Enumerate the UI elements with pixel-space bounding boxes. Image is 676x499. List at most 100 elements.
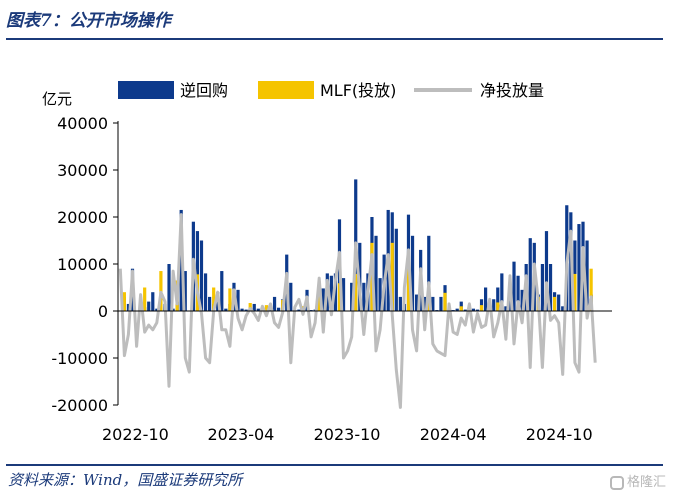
x-tick-label: 2023-10 bbox=[314, 425, 381, 444]
reverse-repo-bar bbox=[297, 309, 301, 311]
mlf-bar bbox=[443, 292, 447, 311]
mlf-bar bbox=[264, 305, 269, 311]
legend-label: 净投放量 bbox=[480, 81, 544, 100]
reverse-repo-bar bbox=[561, 306, 565, 311]
reverse-repo-bar bbox=[415, 294, 419, 311]
reverse-repo-bar bbox=[508, 299, 512, 311]
reverse-repo-bar bbox=[512, 261, 516, 311]
y-tick-label: -20000 bbox=[51, 396, 108, 415]
reverse-repo-bar bbox=[147, 301, 151, 311]
x-tick-label: 2024-10 bbox=[526, 425, 593, 444]
reverse-repo-bar bbox=[504, 306, 508, 311]
reverse-repo-bar bbox=[321, 288, 325, 311]
legend-reverse-repo: 逆回购 bbox=[118, 81, 228, 100]
mlf-bar bbox=[122, 292, 126, 311]
reverse-repo-bar bbox=[362, 282, 366, 311]
mlf-bar bbox=[143, 287, 147, 311]
reverse-repo-bar bbox=[463, 309, 467, 311]
reverse-repo-bar bbox=[544, 231, 549, 311]
reverse-repo-bar bbox=[272, 296, 277, 311]
reverse-repo-bar bbox=[516, 275, 520, 311]
footer-divider bbox=[6, 464, 663, 466]
reverse-repo-bar bbox=[577, 224, 581, 311]
reverse-repo-bar bbox=[496, 287, 500, 311]
reverse-repo-bar bbox=[520, 289, 524, 311]
reverse-repo-bar bbox=[410, 235, 415, 311]
watermark-text: 格隆汇 bbox=[626, 475, 666, 490]
reverse-repo-bar bbox=[484, 287, 488, 311]
reverse-repo-bar bbox=[167, 264, 171, 311]
reverse-repo-bar bbox=[585, 240, 589, 311]
reverse-repo-bar bbox=[378, 278, 382, 311]
reverse-repo-bar bbox=[394, 228, 398, 311]
mlf-bar bbox=[248, 303, 252, 311]
legend-net-injection: 净投放量 bbox=[414, 81, 544, 100]
mlf-bar bbox=[228, 288, 232, 311]
y-tick-label: -10000 bbox=[51, 349, 108, 368]
reverse-repo-bar bbox=[423, 296, 427, 311]
reverse-repo-bar bbox=[183, 271, 187, 311]
reverse-repo-bar bbox=[244, 309, 248, 311]
x-tick-label: 2024-04 bbox=[420, 425, 487, 444]
reverse-repo-bar bbox=[277, 307, 281, 311]
net-injection-line bbox=[118, 213, 597, 409]
x-axis: 2022-10 2023-04 2023-10 2024-04 2024-10 bbox=[102, 425, 593, 444]
reverse-repo-bar bbox=[557, 294, 561, 311]
legend: 逆回购 MLF(投放) 净投放量 bbox=[118, 81, 544, 100]
legend-label: MLF(投放) bbox=[320, 81, 396, 100]
mlf-bar bbox=[589, 268, 593, 311]
y-tick-label: 30000 bbox=[57, 161, 108, 180]
open-market-chart: 逆回购 MLF(投放) 净投放量 亿元 -20000 -10000 0 10000 2000… bbox=[42, 81, 612, 444]
reverse-repo-bar bbox=[289, 282, 293, 311]
mlf-bar bbox=[212, 287, 216, 311]
reverse-repo-bar bbox=[548, 264, 553, 311]
reverse-repo-bar bbox=[208, 296, 212, 311]
y-axis: -20000 -10000 0 10000 20000 30000 40000 bbox=[51, 114, 118, 415]
x-tick-label: 2023-04 bbox=[207, 425, 274, 444]
legend-label: 逆回购 bbox=[180, 81, 228, 100]
mlf-bar bbox=[337, 283, 342, 311]
reverse-repo-bar bbox=[374, 235, 378, 311]
mlf-bar bbox=[479, 305, 484, 311]
chart-title: 图表7：公开市场操作 bbox=[6, 11, 171, 31]
mlf-bar bbox=[317, 292, 321, 311]
reverse-repo-bar bbox=[203, 273, 208, 311]
net-injection-series-line bbox=[118, 213, 597, 409]
reverse-repo-bar bbox=[500, 273, 504, 311]
reverse-repo-bar bbox=[224, 308, 228, 311]
y-tick-label: 0 bbox=[98, 302, 108, 321]
legend-swatch bbox=[118, 81, 174, 99]
mlf-bar bbox=[459, 306, 463, 311]
y-tick-label: 20000 bbox=[57, 208, 108, 227]
reverse-repo-bar bbox=[439, 296, 443, 311]
reverse-repo-bar bbox=[220, 271, 224, 311]
reverse-repo-bar bbox=[471, 308, 476, 311]
reverse-repo-bar bbox=[341, 278, 346, 311]
legend-mlf: MLF(投放) bbox=[258, 81, 396, 100]
reverse-repo-bar bbox=[398, 296, 402, 311]
reverse-repo-bar bbox=[540, 264, 545, 311]
reverse-repo-bar bbox=[199, 240, 204, 311]
reverse-repo-bar bbox=[475, 309, 480, 311]
reverse-repo-bar bbox=[431, 296, 435, 311]
mlf-bar bbox=[573, 273, 577, 311]
mlf-bar bbox=[390, 242, 394, 311]
reverse-repo-bar bbox=[528, 238, 532, 311]
mlf-bar bbox=[354, 273, 358, 311]
y-axis-label: 亿元 bbox=[42, 90, 72, 108]
reverse-repo-bar bbox=[427, 235, 431, 311]
watermark-logo-icon bbox=[609, 475, 624, 490]
reverse-repo-bar bbox=[236, 289, 240, 311]
x-tick-label: 2022-10 bbox=[102, 425, 169, 444]
axes bbox=[117, 121, 612, 405]
source-note: 资料来源：Wind，国盛证券研究所 bbox=[8, 471, 243, 489]
mlf-bar bbox=[406, 264, 411, 311]
watermark: 格隆汇 bbox=[609, 471, 666, 490]
y-tick-label: 40000 bbox=[57, 114, 108, 133]
y-tick-label: 10000 bbox=[57, 255, 108, 274]
reverse-repo-bar bbox=[195, 231, 200, 311]
reverse-repo-bar bbox=[350, 282, 354, 311]
legend-swatch bbox=[258, 81, 314, 99]
mlf-bar bbox=[496, 302, 500, 311]
reverse-repo-bar bbox=[329, 275, 333, 311]
